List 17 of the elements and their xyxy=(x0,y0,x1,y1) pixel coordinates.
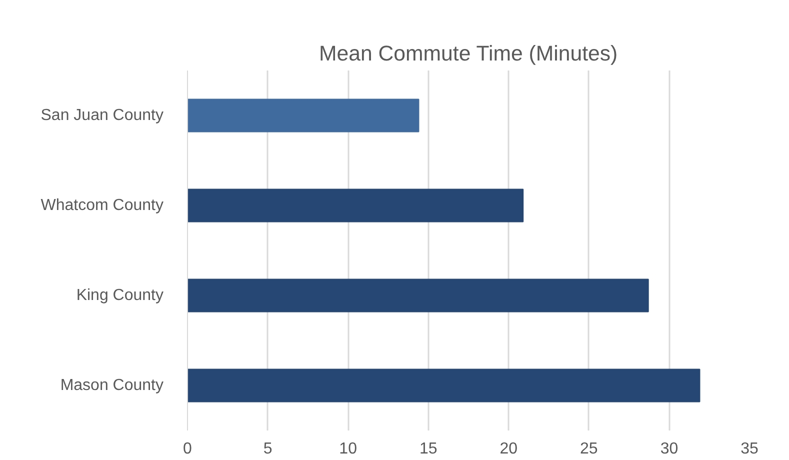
y-tick-label: King County xyxy=(76,287,164,304)
x-tick-label: 15 xyxy=(419,440,438,458)
x-tick-label: 20 xyxy=(500,440,518,458)
x-tick-label: 30 xyxy=(660,440,678,458)
x-tick-label: 0 xyxy=(183,440,192,458)
x-tick-label: 25 xyxy=(580,440,598,458)
bar xyxy=(188,368,700,402)
y-tick-label: Mason County xyxy=(60,377,164,394)
x-tick-label: 10 xyxy=(339,440,358,458)
y-tick-label: Whatcom County xyxy=(40,197,164,214)
y-tick-label: San Juan County xyxy=(40,107,164,124)
bar xyxy=(188,278,649,312)
chart-title: Mean Commute Time (Minutes) xyxy=(318,42,618,66)
x-tick-label: 5 xyxy=(263,440,272,458)
bar xyxy=(188,98,420,132)
bar xyxy=(188,188,524,222)
x-tick-label: 35 xyxy=(740,440,758,458)
